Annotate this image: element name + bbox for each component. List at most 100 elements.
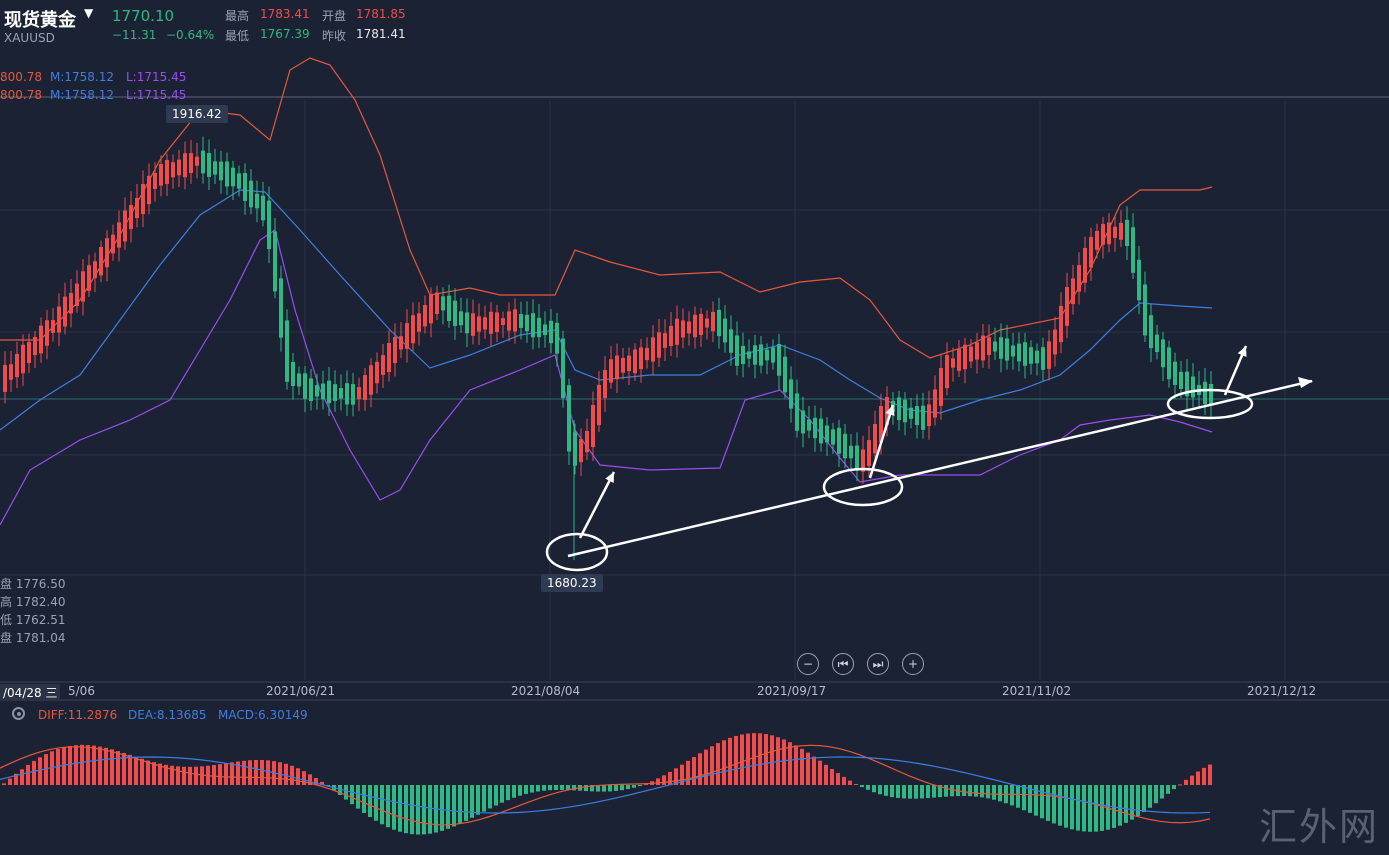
candle-body-151 <box>909 407 913 419</box>
candle-body-24 <box>147 175 151 205</box>
candle-body-152 <box>915 405 919 426</box>
open-value: 1781.85 <box>356 7 406 21</box>
candle-body-2 <box>15 353 19 378</box>
prev-button[interactable]: ⏮ <box>832 653 854 675</box>
macd-bar-192 <box>1154 785 1158 804</box>
macd-bar-12 <box>74 745 78 785</box>
candle-body-51 <box>309 378 313 402</box>
candle-body-42 <box>255 193 259 209</box>
side-high: 高 1782.40 <box>0 595 66 609</box>
candle-body-122 <box>735 335 739 366</box>
macd-bar-157 <box>944 785 948 797</box>
macd-bar-16 <box>98 746 102 785</box>
candle-body-167 <box>1005 338 1009 361</box>
candle-body-78 <box>471 313 475 336</box>
macd-bar-149 <box>896 785 900 798</box>
chevron-down-icon[interactable]: ▼ <box>84 6 94 20</box>
candle-body-190 <box>1143 284 1147 336</box>
candle-body-9 <box>57 306 61 333</box>
macd-bar-20 <box>122 752 126 785</box>
candle-body-18 <box>111 234 115 254</box>
macd-bar-4 <box>26 764 30 785</box>
candle-body-102 <box>615 355 619 380</box>
next-button[interactable]: ⏭ <box>867 653 889 675</box>
macd-bar-36 <box>218 764 222 785</box>
macd-bar-11 <box>68 745 72 785</box>
candle-body-140 <box>843 433 847 459</box>
candle-body-6 <box>39 325 43 354</box>
macd-bar-1 <box>8 778 12 785</box>
macd-bar-145 <box>872 785 876 793</box>
macd-bar-60 <box>362 785 366 813</box>
candle-body-174 <box>1047 341 1051 369</box>
arrow-1 <box>578 471 616 539</box>
macd-bar-174 <box>1046 785 1050 821</box>
macd-bar-93 <box>560 785 564 790</box>
macd-bar-122 <box>734 735 738 785</box>
macd-bar-28 <box>170 765 174 785</box>
macd-bar-200 <box>1202 767 1206 785</box>
candle-body-134 <box>807 419 811 431</box>
macd-bar-164 <box>986 785 990 799</box>
open-label: 开盘 <box>322 9 347 23</box>
macd-bar-182 <box>1094 785 1098 832</box>
zoom-in-button[interactable]: + <box>902 653 924 675</box>
macd-bar-79 <box>476 785 480 815</box>
candle-body-144 <box>867 440 871 466</box>
candle-body-43 <box>261 195 265 221</box>
macd-bar-193 <box>1160 785 1164 799</box>
candle-body-137 <box>825 425 829 443</box>
macd-bar-67 <box>404 785 408 834</box>
candle-body-173 <box>1041 347 1045 370</box>
candle-body-16 <box>99 246 103 276</box>
circle-low-2 <box>822 467 904 507</box>
candle-body-63 <box>381 355 385 375</box>
boll-upper-line <box>0 57 1213 359</box>
boll-lower-2: L:1715.45 <box>126 88 187 102</box>
candle-body-189 <box>1137 259 1141 301</box>
candle-body-4 <box>27 341 31 364</box>
candle-body-83 <box>501 318 505 326</box>
macd-bar-85 <box>512 785 516 798</box>
low-label: 最低 <box>225 29 250 43</box>
macd-bar-77 <box>464 785 468 821</box>
macd-bar-196 <box>1178 784 1182 786</box>
macd-bar-116 <box>698 753 702 785</box>
candle-body-94 <box>567 385 571 452</box>
macd-dea: DEA:8.13685 <box>128 708 207 722</box>
trendline <box>567 379 1313 558</box>
candle-body-46 <box>279 278 283 338</box>
macd-bar-44 <box>266 760 270 785</box>
candle-body-21 <box>129 204 133 230</box>
candle-body-72 <box>435 292 439 314</box>
macd-bar-189 <box>1136 785 1140 817</box>
candle-body-177 <box>1065 287 1069 326</box>
macd-bar-82 <box>494 785 498 806</box>
macd-bar-38 <box>230 762 234 785</box>
macd-bar-71 <box>428 785 432 834</box>
macd-bar-187 <box>1124 785 1128 823</box>
macd-bar-101 <box>608 785 612 792</box>
macd-bar-112 <box>674 768 678 785</box>
macd-bar-15 <box>92 745 96 785</box>
date-label-3: 2021/09/17 <box>757 684 827 698</box>
macd-bar-152 <box>914 785 918 799</box>
macd-bar-110 <box>662 775 666 785</box>
macd-bar-13 <box>80 744 84 785</box>
macd-bar-130 <box>782 739 786 785</box>
candle-body-47 <box>285 320 289 382</box>
candle-body-65 <box>393 336 397 364</box>
gear-icon[interactable] <box>12 707 25 720</box>
macd-dea-line <box>0 756 1211 814</box>
macd-bar-141 <box>848 780 852 785</box>
macd-bar-102 <box>614 785 618 791</box>
candle-body-40 <box>243 173 247 201</box>
instrument-title[interactable]: 现货黄金 <box>4 10 76 31</box>
low-price-tag: 1680.23 <box>541 574 603 592</box>
candle-body-68 <box>411 315 415 344</box>
zoom-out-button[interactable]: − <box>797 653 819 675</box>
macd-bar-69 <box>416 785 420 835</box>
candle-body-117 <box>705 318 709 328</box>
macd-bar-18 <box>110 749 114 785</box>
